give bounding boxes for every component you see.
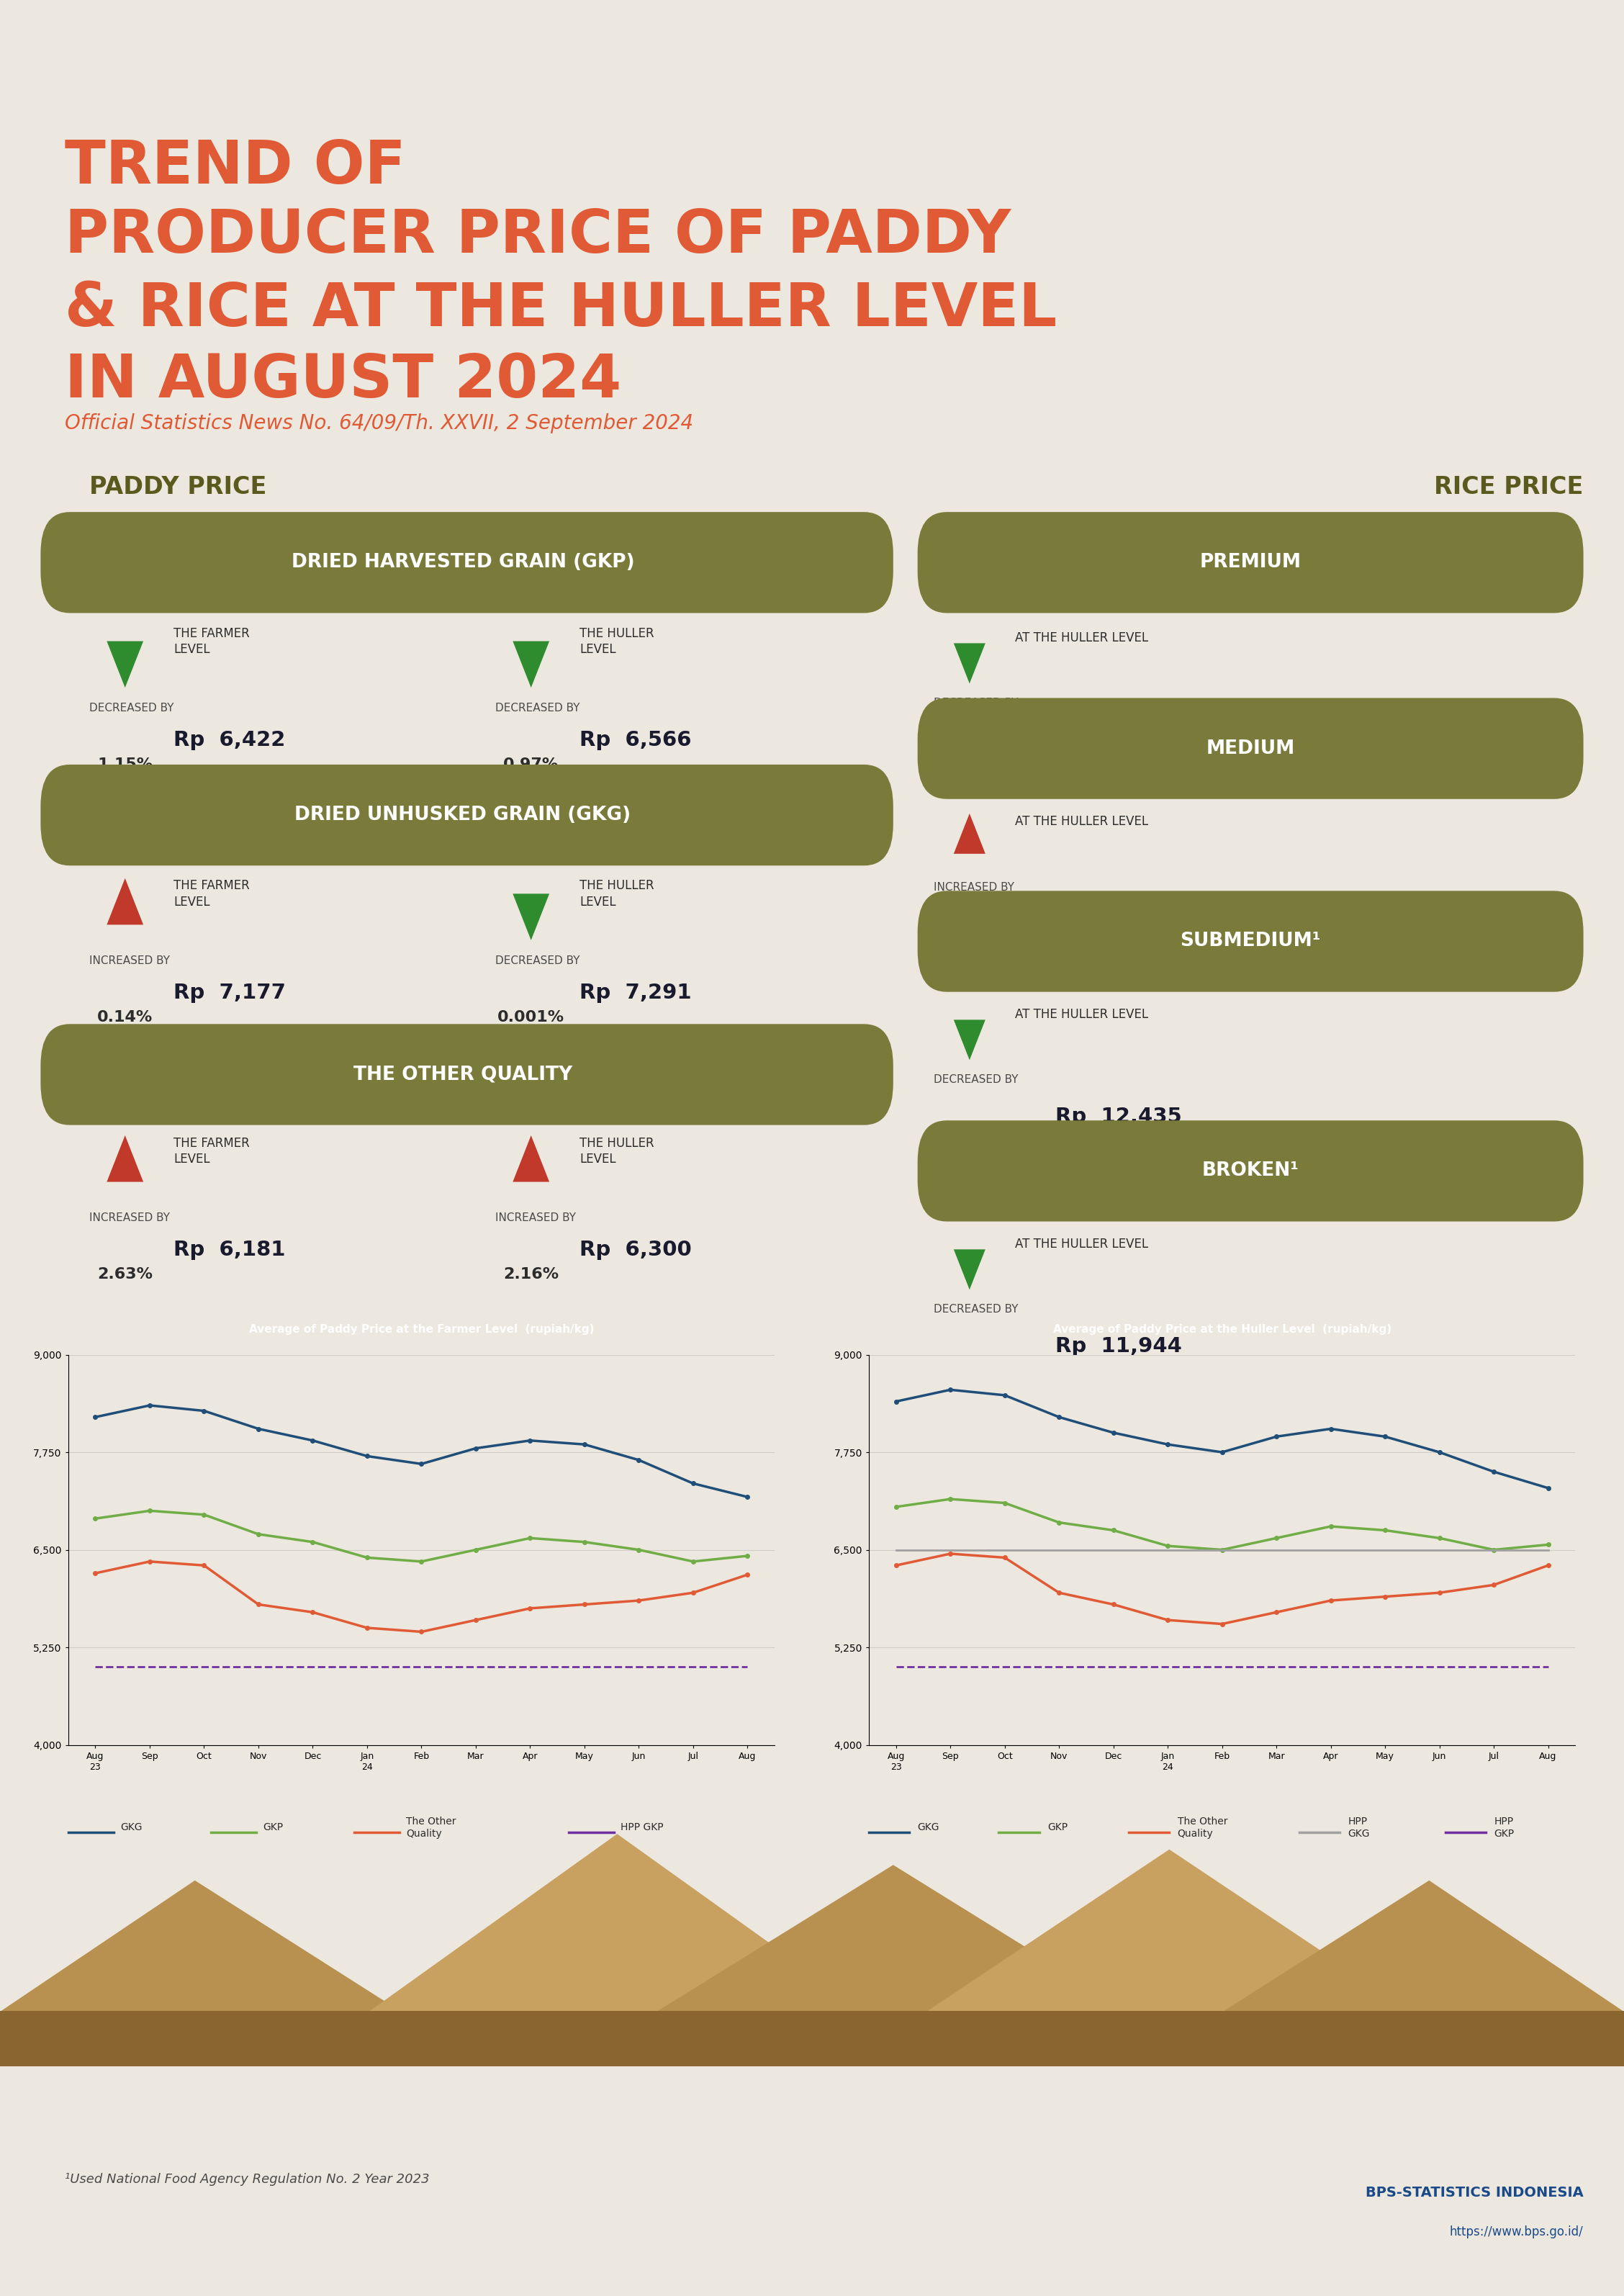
Text: Rp  12,627: Rp 12,627 [1056, 914, 1182, 934]
Polygon shape [292, 1835, 942, 2066]
Text: The Other
Quality: The Other Quality [1177, 1816, 1228, 1839]
Polygon shape [953, 813, 986, 854]
Polygon shape [953, 1019, 986, 1061]
Text: PRODUCER PRICE OF PADDY: PRODUCER PRICE OF PADDY [65, 207, 1012, 264]
Text: Rp  13,084: Rp 13,084 [1056, 730, 1182, 751]
Text: & RICE AT THE HULLER LEVEL: & RICE AT THE HULLER LEVEL [65, 280, 1057, 338]
Text: Rp  6,300: Rp 6,300 [580, 1240, 692, 1261]
Text: GKG: GKG [120, 1823, 143, 1832]
Text: RICE PRICE: RICE PRICE [1434, 475, 1583, 498]
Text: SUBMEDIUM¹: SUBMEDIUM¹ [1181, 932, 1320, 951]
Text: 2.16%: 2.16% [503, 1267, 559, 1281]
Polygon shape [953, 643, 986, 684]
Polygon shape [513, 641, 549, 689]
FancyBboxPatch shape [918, 891, 1583, 992]
Text: 2.63%: 2.63% [97, 1267, 153, 1281]
Text: 3.26%: 3.26% [942, 1359, 997, 1373]
Text: Average of Paddy Price at the Huller Level  (rupiah/kg): Average of Paddy Price at the Huller Lev… [1052, 1325, 1392, 1334]
Text: Official Statistics News No. 64/09/Th. XXVII, 2 September 2024: Official Statistics News No. 64/09/Th. X… [65, 413, 693, 434]
Polygon shape [107, 641, 143, 689]
Text: HPP
GKG: HPP GKG [1348, 1816, 1371, 1839]
Text: BROKEN¹: BROKEN¹ [1202, 1162, 1299, 1180]
Text: Rp  7,291: Rp 7,291 [580, 983, 692, 1003]
Text: THE FARMER
LEVEL: THE FARMER LEVEL [174, 879, 250, 909]
Text: 1.01%: 1.01% [942, 1130, 997, 1143]
Text: AT THE HULLER LEVEL: AT THE HULLER LEVEL [1015, 631, 1148, 645]
Text: 0.97%: 0.97% [503, 758, 559, 771]
Polygon shape [513, 1137, 549, 1182]
Text: AT THE HULLER LEVEL: AT THE HULLER LEVEL [1015, 1238, 1148, 1251]
Text: GKG: GKG [918, 1823, 940, 1832]
Text: THE FARMER
LEVEL: THE FARMER LEVEL [174, 627, 250, 657]
Text: GKP: GKP [263, 1823, 283, 1832]
Polygon shape [107, 879, 143, 925]
FancyBboxPatch shape [918, 512, 1583, 613]
Text: AT THE HULLER LEVEL: AT THE HULLER LEVEL [1015, 815, 1148, 829]
Text: INCREASED BY: INCREASED BY [495, 1212, 577, 1224]
Text: THE OTHER QUALITY: THE OTHER QUALITY [354, 1065, 572, 1084]
Text: 1.19%: 1.19% [942, 753, 997, 767]
FancyBboxPatch shape [918, 1120, 1583, 1221]
Text: THE HULLER
LEVEL: THE HULLER LEVEL [580, 627, 654, 657]
FancyBboxPatch shape [41, 1024, 893, 1125]
Text: AT THE HULLER LEVEL: AT THE HULLER LEVEL [1015, 1008, 1148, 1022]
Text: PADDY PRICE: PADDY PRICE [89, 475, 266, 498]
Text: 0.87%: 0.87% [942, 937, 997, 951]
Text: DECREASED BY: DECREASED BY [495, 703, 580, 714]
Text: Average of Paddy Price at the Farmer Level  (rupiah/kg): Average of Paddy Price at the Farmer Lev… [248, 1325, 594, 1334]
Text: DECREASED BY: DECREASED BY [934, 698, 1018, 709]
Text: INCREASED BY: INCREASED BY [934, 882, 1015, 893]
FancyBboxPatch shape [41, 765, 893, 866]
Polygon shape [953, 1249, 986, 1290]
Text: https://www.bps.go.id/: https://www.bps.go.id/ [1450, 2225, 1583, 2239]
FancyBboxPatch shape [918, 698, 1583, 799]
Text: DECREASED BY: DECREASED BY [934, 1075, 1018, 1086]
Text: HPP GKP: HPP GKP [620, 1823, 663, 1832]
Text: DRIED HARVESTED GRAIN (GKP): DRIED HARVESTED GRAIN (GKP) [291, 553, 635, 572]
Text: DECREASED BY: DECREASED BY [495, 955, 580, 967]
Text: THE FARMER
LEVEL: THE FARMER LEVEL [174, 1137, 250, 1166]
Text: HPP
GKP: HPP GKP [1494, 1816, 1514, 1839]
Text: 0.001%: 0.001% [497, 1010, 565, 1024]
Text: Rp  6,566: Rp 6,566 [580, 730, 692, 751]
Text: 1.15%: 1.15% [97, 758, 153, 771]
Text: Rp  6,422: Rp 6,422 [174, 730, 286, 751]
FancyBboxPatch shape [41, 512, 893, 613]
Text: The Other
Quality: The Other Quality [406, 1816, 456, 1839]
Polygon shape [107, 1137, 143, 1182]
Text: DECREASED BY: DECREASED BY [934, 1304, 1018, 1316]
Text: THE HULLER
LEVEL: THE HULLER LEVEL [580, 879, 654, 909]
Text: DRIED UNHUSKED GRAIN (GKG): DRIED UNHUSKED GRAIN (GKG) [294, 806, 632, 824]
Polygon shape [844, 1851, 1494, 2066]
Text: TREND OF: TREND OF [65, 138, 406, 195]
Text: GKP: GKP [1047, 1823, 1067, 1832]
Polygon shape [1137, 1880, 1624, 2066]
Text: INCREASED BY: INCREASED BY [89, 1212, 171, 1224]
Text: Rp  11,944: Rp 11,944 [1056, 1336, 1182, 1357]
Polygon shape [0, 2011, 1624, 2066]
Text: INCREASED BY: INCREASED BY [89, 955, 171, 967]
Text: THE HULLER
LEVEL: THE HULLER LEVEL [580, 1137, 654, 1166]
Text: Rp  7,177: Rp 7,177 [174, 983, 286, 1003]
Text: PREMIUM: PREMIUM [1200, 553, 1301, 572]
Text: DECREASED BY: DECREASED BY [89, 703, 174, 714]
Text: BPS-STATISTICS INDONESIA: BPS-STATISTICS INDONESIA [1366, 2186, 1583, 2200]
Text: ¹Used National Food Agency Regulation No. 2 Year 2023: ¹Used National Food Agency Regulation No… [65, 2172, 430, 2186]
Text: Rp  6,181: Rp 6,181 [174, 1240, 286, 1261]
Polygon shape [513, 893, 549, 941]
Text: IN AUGUST 2024: IN AUGUST 2024 [65, 351, 622, 409]
Polygon shape [568, 1864, 1218, 2066]
Text: 0.14%: 0.14% [97, 1010, 153, 1024]
Text: Rp  12,435: Rp 12,435 [1056, 1107, 1182, 1127]
Text: MEDIUM: MEDIUM [1207, 739, 1294, 758]
Polygon shape [0, 1880, 487, 2066]
